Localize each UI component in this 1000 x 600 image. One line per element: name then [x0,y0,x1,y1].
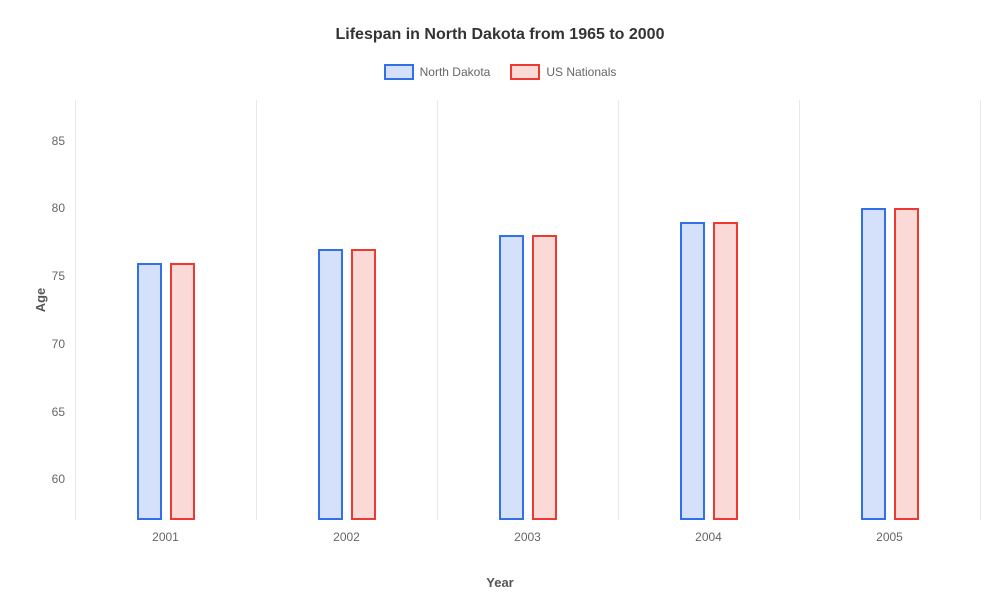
bar [532,235,557,520]
gridline-vertical [75,100,76,520]
legend: North Dakota US Nationals [0,64,1000,80]
y-tick-label: 85 [52,134,65,148]
gridline-vertical [256,100,257,520]
bar [137,263,162,520]
bar [318,249,343,520]
gridline-vertical [437,100,438,520]
x-tick-label: 2001 [152,530,179,544]
y-tick-label: 80 [52,201,65,215]
y-tick-label: 65 [52,405,65,419]
y-tick-label: 75 [52,269,65,283]
y-tick-label: 60 [52,472,65,486]
legend-label: US Nationals [546,65,616,79]
gridline-vertical [799,100,800,520]
gridline-vertical [618,100,619,520]
bar [680,222,705,520]
x-axis-title: Year [486,575,513,590]
legend-swatch [384,64,414,80]
bar [894,208,919,520]
legend-item-us-nationals: US Nationals [510,64,616,80]
bar [499,235,524,520]
bar [713,222,738,520]
legend-item-north-dakota: North Dakota [384,64,491,80]
x-tick-label: 2003 [514,530,541,544]
chart-title: Lifespan in North Dakota from 1965 to 20… [0,0,1000,44]
bar [861,208,886,520]
y-tick-label: 70 [52,337,65,351]
legend-label: North Dakota [420,65,491,79]
legend-swatch [510,64,540,80]
plot-area: 60657075808520012002200320042005 [75,100,980,520]
x-tick-label: 2002 [333,530,360,544]
x-tick-label: 2005 [876,530,903,544]
y-axis-title: Age [33,288,48,313]
x-tick-label: 2004 [695,530,722,544]
bar [170,263,195,520]
gridline-vertical [980,100,981,520]
chart-container: Lifespan in North Dakota from 1965 to 20… [0,0,1000,600]
bar [351,249,376,520]
